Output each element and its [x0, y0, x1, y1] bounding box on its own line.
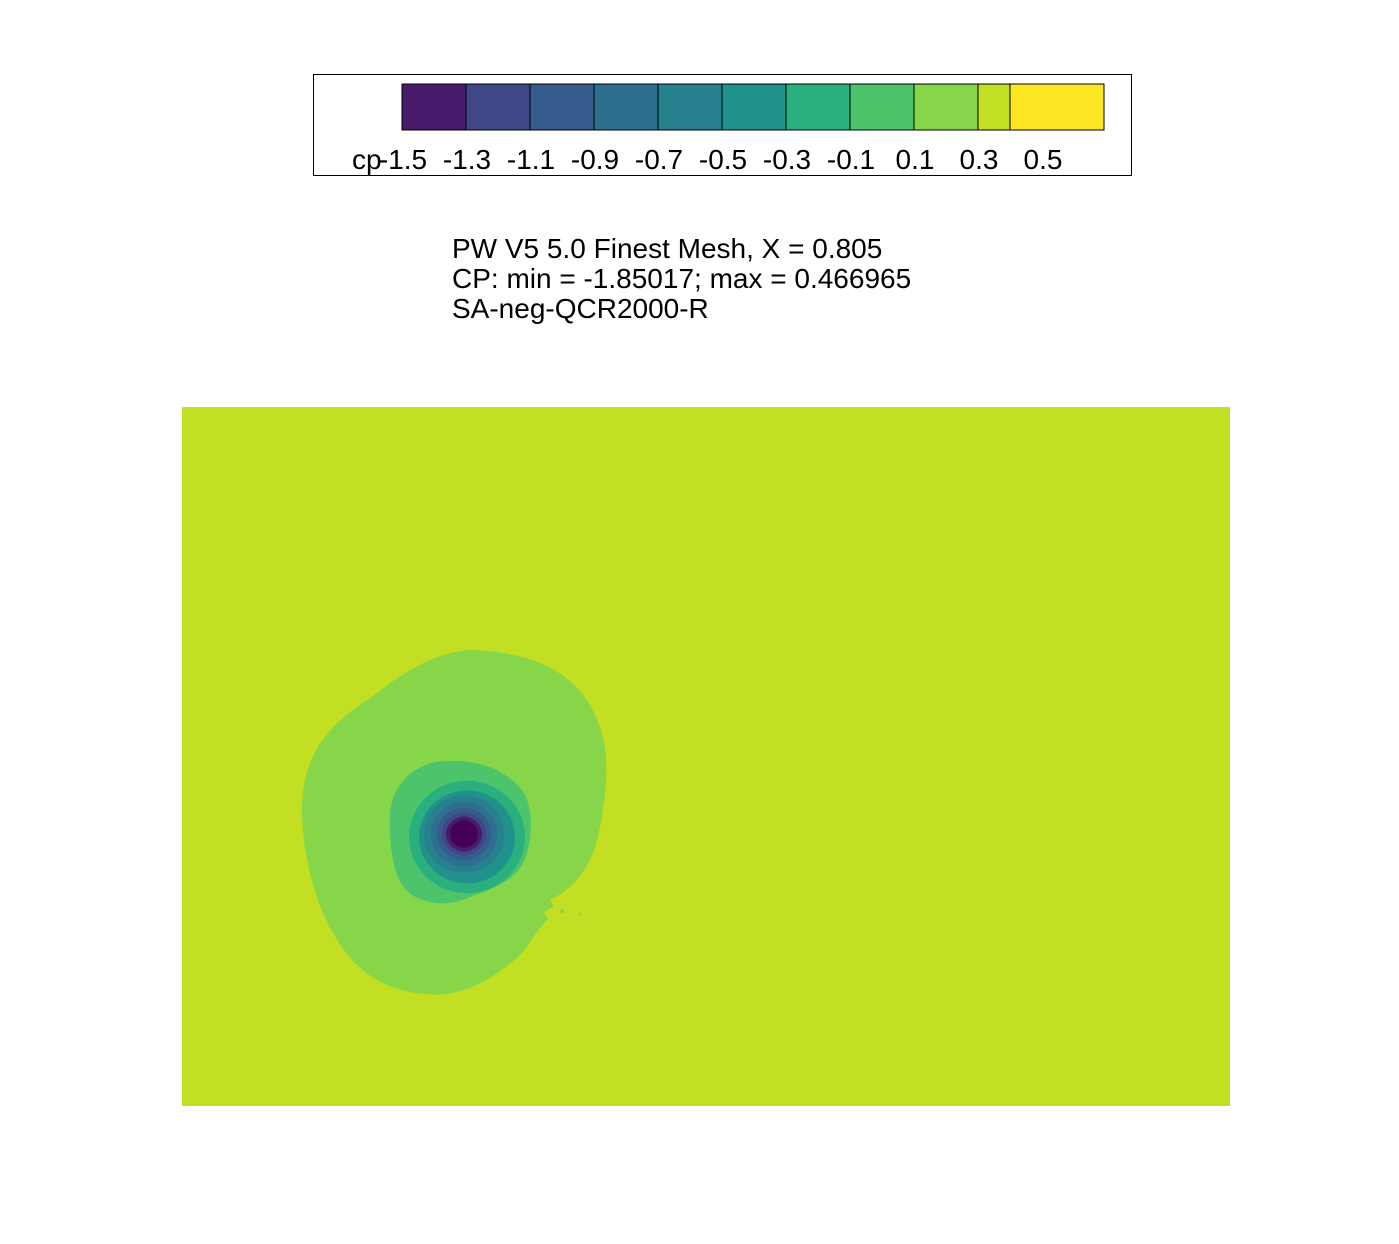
colorbar-cell	[721, 83, 787, 131]
title-line-1: PW V5 5.0 Finest Mesh, X = 0.805	[452, 233, 883, 264]
colorbar-cell	[785, 83, 851, 131]
contour-band	[450, 820, 478, 848]
colorbar-cell	[465, 83, 531, 131]
colorbar-tick-label: -0.3	[763, 144, 811, 175]
colorbar-tick-label: -1.5	[379, 144, 427, 175]
contour-speckle	[560, 909, 564, 913]
colorbar-tick-label: 0.1	[896, 144, 935, 175]
colorbar-tick-label: -0.5	[699, 144, 747, 175]
colorbar-cell	[657, 83, 723, 131]
colorbar-tick-label: -0.1	[827, 144, 875, 175]
colorbar-tick-label: -1.1	[507, 144, 555, 175]
colorbar-svg: cp-1.5 -1.3 -1.1 -0.9 -0.7 -0.5 -0.3 -0.1 0.1 0.3…	[352, 83, 1105, 175]
title-line-2: CP: min = -1.85017; max = 0.466965	[452, 263, 912, 294]
colorbar-tick-label: -1.3	[443, 144, 491, 175]
colorbar-tick-label: -0.9	[571, 144, 619, 175]
colorbar-tick-label: -0.7	[635, 144, 683, 175]
colorbar-cell	[529, 83, 595, 131]
colorbar-label: cp	[352, 144, 382, 175]
colorbar-cell	[849, 83, 915, 131]
colorbar-cell	[1009, 83, 1105, 131]
contour-speckle	[578, 912, 582, 916]
colorbar-tick-label: 0.3	[960, 144, 999, 175]
contour-speckle	[540, 901, 548, 909]
contour-plot	[182, 407, 1230, 1106]
title-line-3: SA-neg-QCR2000-R	[452, 293, 709, 324]
colorbar-tick-label: 0.5	[1024, 144, 1063, 175]
colorbar-cell	[913, 83, 979, 131]
colorbar-cell	[401, 83, 467, 131]
colorbar-cell	[593, 83, 659, 131]
colorbar-legend: cp -1.5 -1.3 -1.1 -0.9 -0.7 -0.5 -0.3 -0.1 0.1 0.3…	[313, 74, 1132, 176]
chart-title: PW V5 5.0 Finest Mesh, X = 0.805 CP: min…	[452, 234, 911, 324]
